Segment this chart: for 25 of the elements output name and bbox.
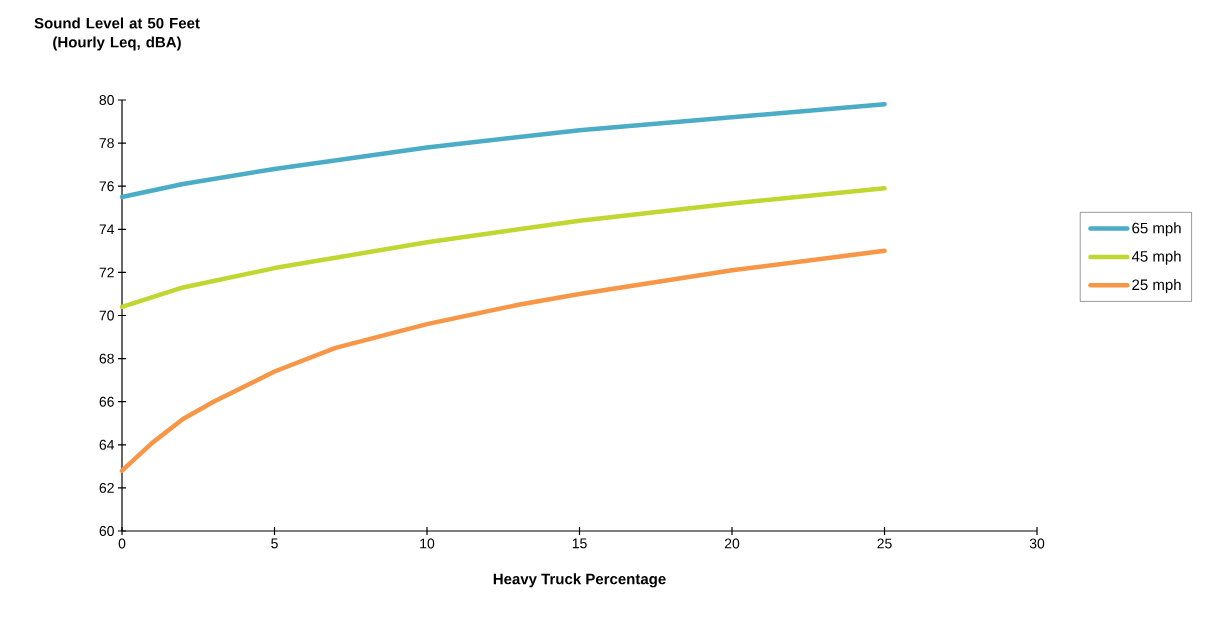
legend-label: 25 mph xyxy=(1132,279,1181,294)
line-series xyxy=(119,248,887,473)
y-tick-label: 76 xyxy=(99,181,114,192)
legend-label: 45 mph xyxy=(1131,250,1181,265)
x-tick-label: 15 xyxy=(572,538,587,549)
x-axis-title: Heavy Truck Percentage xyxy=(493,573,666,588)
y-tick-label: 70 xyxy=(99,310,114,321)
y-tick-label: 80 xyxy=(99,95,114,105)
x-tick-label: 0 xyxy=(118,538,126,549)
y-tick-label: 66 xyxy=(99,396,114,407)
y-axis-title: Sound Level at 50 Feet (Hourly Leq, dBA) xyxy=(34,17,200,51)
y-tick-label: 72 xyxy=(99,267,114,278)
y-tick-label: 68 xyxy=(99,353,114,364)
x-tick-label: 25 xyxy=(877,538,892,549)
y-tick-label: 64 xyxy=(99,439,115,450)
legend-label: 65 mph xyxy=(1132,222,1181,237)
y-tick-label: 60 xyxy=(99,526,114,536)
x-tick-label: 10 xyxy=(420,538,435,549)
x-tick-label: 30 xyxy=(1029,538,1045,549)
line-series xyxy=(119,186,887,310)
x-tick-label: 20 xyxy=(724,538,740,549)
y-tick-label: 78 xyxy=(99,138,114,149)
y-tick-label: 74 xyxy=(99,224,115,235)
x-tick-label: 5 xyxy=(271,538,278,549)
y-tick-label: 62 xyxy=(99,482,114,493)
